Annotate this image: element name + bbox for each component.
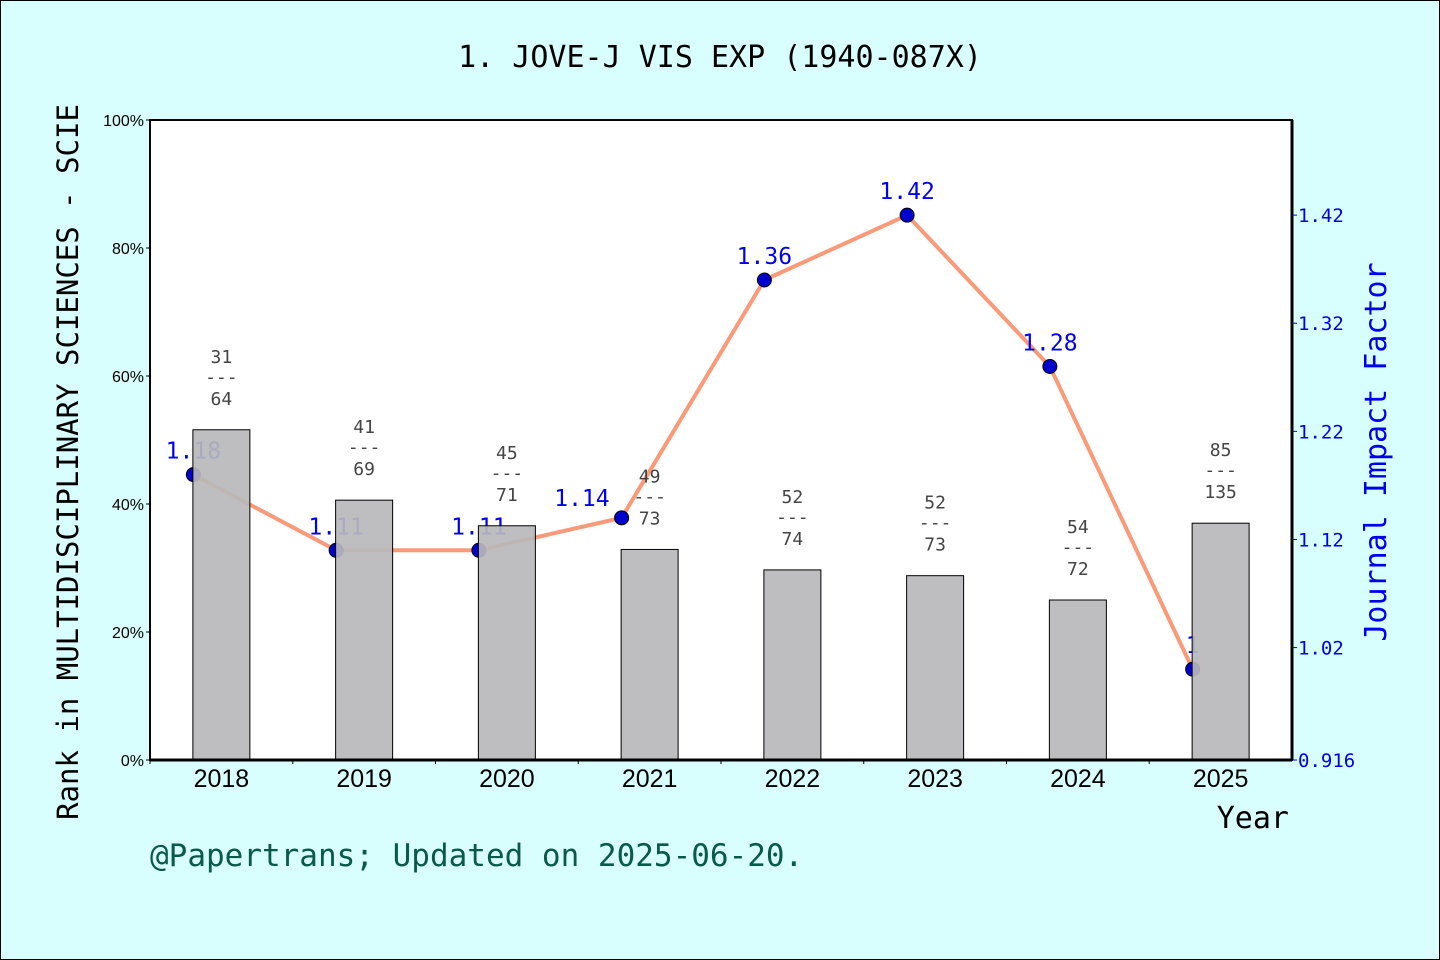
rank-total: 72 (1067, 559, 1089, 580)
rank-numerator: 41 (353, 417, 375, 438)
impact-factor-label: 1.36 (737, 244, 792, 270)
x-tick-label: 2019 (336, 765, 392, 793)
x-tick-label: 2021 (622, 765, 678, 793)
impact-factor-point (1042, 358, 1058, 374)
rank-divider: --- (491, 463, 524, 484)
plot-area (150, 120, 1292, 760)
rank-total: 74 (782, 529, 804, 550)
rank-total: 69 (353, 459, 375, 480)
left-tick-label: 80% (112, 241, 144, 258)
x-tick-label: 2018 (194, 765, 250, 793)
rank-numerator: 85 (1210, 440, 1232, 461)
rank-bar (763, 569, 822, 761)
rank-bar (335, 499, 394, 761)
rank-numerator: 31 (211, 347, 233, 368)
rank-total: 64 (211, 389, 233, 410)
right-tick-label: 0.916 (1298, 750, 1355, 772)
impact-factor-label: 1.14 (554, 486, 609, 512)
rank-bar (1048, 599, 1107, 761)
rank-divider: --- (776, 507, 809, 528)
rank-divider: --- (1204, 460, 1237, 481)
rank-numerator: 54 (1067, 517, 1089, 538)
rank-total: 71 (496, 485, 518, 506)
left-tick-label: 60% (112, 369, 144, 386)
rank-numerator: 49 (639, 466, 661, 487)
rank-total: 73 (924, 535, 946, 556)
left-tick-label: 100% (103, 113, 144, 130)
x-tick-label: 2025 (1193, 765, 1249, 793)
x-tick-label: 2023 (907, 765, 963, 793)
right-tick-label: 1.12 (1298, 529, 1344, 551)
rank-numerator: 45 (496, 443, 518, 464)
impact-factor-point (614, 510, 630, 526)
rank-divider: --- (348, 437, 381, 458)
rank-bar (1191, 522, 1250, 761)
rank-total: 73 (639, 508, 661, 529)
impact-factor-label: 1.28 (1022, 330, 1077, 356)
rank-total: 135 (1204, 482, 1237, 503)
x-tick-label: 2024 (1050, 765, 1106, 793)
chart-title: 1. JOVE-J VIS EXP (1940-087X) (458, 40, 982, 75)
right-tick-label: 1.02 (1298, 638, 1344, 660)
left-tick-label: 0% (121, 753, 144, 770)
footer-credit: @Papertrans; Updated on 2025-06-20. (150, 838, 803, 874)
rank-divider: --- (205, 367, 238, 388)
left-axis-label: Rank in MULTIDISCIPLINARY SCIENCES - SCI… (51, 104, 85, 820)
rank-bar (192, 429, 251, 761)
rank-numerator: 52 (924, 493, 946, 514)
rank-divider: --- (1062, 537, 1095, 558)
impact-factor-point (899, 207, 915, 223)
right-tick-label: 1.42 (1298, 205, 1344, 227)
rank-divider: --- (633, 486, 666, 507)
impact-factor-point (756, 272, 772, 288)
rank-bar (477, 525, 536, 761)
rank-bar (620, 548, 679, 761)
x-tick-label: 2022 (765, 765, 821, 793)
right-tick-label: 1.22 (1298, 421, 1344, 443)
left-tick-label: 20% (112, 625, 144, 642)
right-tick-label: 1.32 (1298, 313, 1344, 335)
rank-divider: --- (919, 513, 952, 534)
left-tick-label: 40% (112, 497, 144, 514)
impact-factor-label: 1.42 (879, 179, 934, 205)
rank-numerator: 52 (782, 487, 804, 508)
rank-bar (906, 575, 965, 761)
x-axis-label: Year (1217, 801, 1289, 836)
x-tick-label: 2020 (479, 765, 535, 793)
right-axis-label: Journal Impact Factor (1359, 262, 1394, 641)
